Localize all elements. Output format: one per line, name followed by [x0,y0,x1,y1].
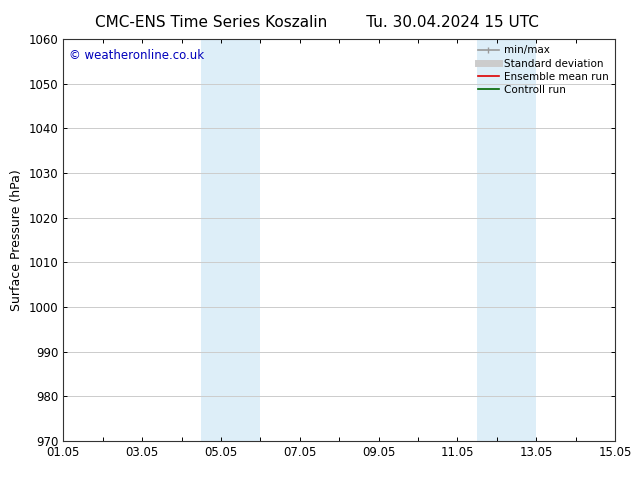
Bar [477,39,536,441]
Text: CMC-ENS Time Series Koszalin        Tu. 30.04.2024 15 UTC: CMC-ENS Time Series Koszalin Tu. 30.04.2… [95,15,539,30]
Legend: min/max, Standard deviation, Ensemble mean run, Controll run: min/max, Standard deviation, Ensemble me… [474,41,613,99]
Bar [202,39,261,441]
Y-axis label: Surface Pressure (hPa): Surface Pressure (hPa) [10,169,23,311]
Text: © weatheronline.co.uk: © weatheronline.co.uk [69,49,204,62]
